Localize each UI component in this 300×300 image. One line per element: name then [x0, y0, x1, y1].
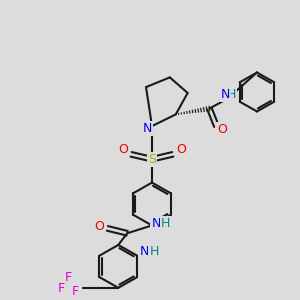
Text: H: H: [149, 245, 159, 258]
Text: F: F: [72, 285, 79, 298]
Text: O: O: [176, 143, 186, 156]
Text: S: S: [148, 153, 156, 166]
Text: F: F: [57, 282, 64, 295]
Text: N: N: [220, 88, 230, 101]
Text: N: N: [140, 245, 149, 258]
Text: O: O: [118, 143, 128, 156]
Text: O: O: [94, 220, 104, 233]
Text: H: H: [226, 88, 236, 101]
Text: F: F: [65, 271, 72, 284]
Text: N: N: [142, 122, 152, 134]
Text: O: O: [218, 124, 227, 136]
Text: H: H: [161, 217, 170, 230]
Text: N: N: [151, 217, 160, 230]
